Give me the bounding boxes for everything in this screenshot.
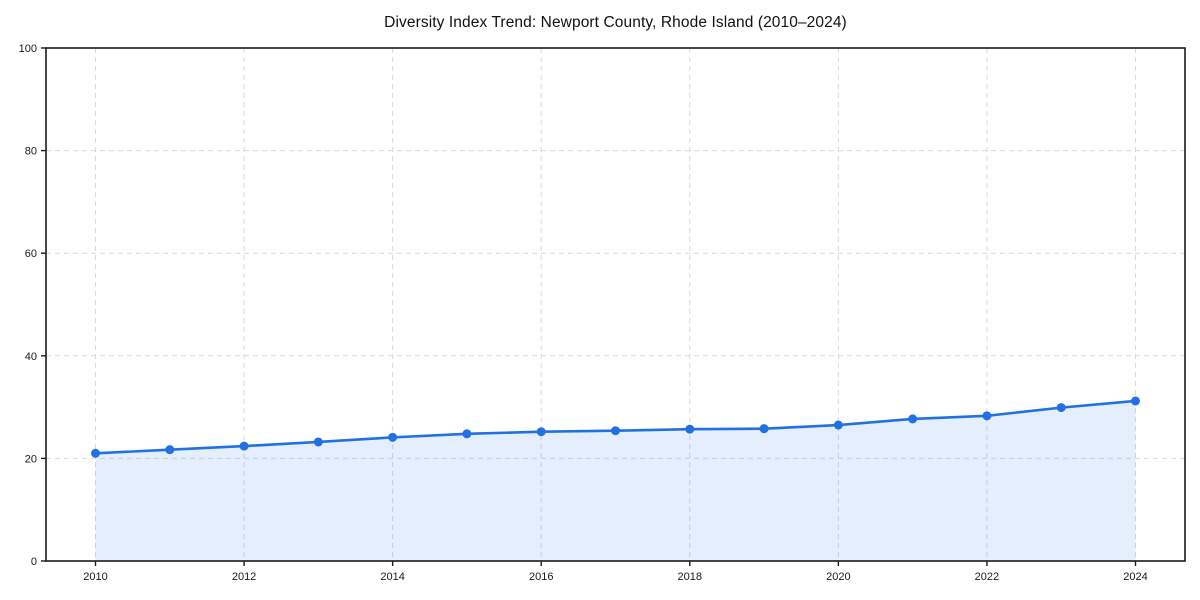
x-tick-label: 2016 [529, 571, 553, 583]
y-tick-label: 20 [25, 453, 37, 465]
x-tick-label: 2014 [380, 571, 404, 583]
plot-border [45, 47, 1186, 562]
data-point [759, 424, 769, 434]
data-point [908, 414, 918, 424]
y-tick-label: 0 [31, 556, 37, 568]
x-tick-label: 2012 [232, 571, 256, 583]
data-point [685, 424, 695, 434]
data-point [388, 432, 398, 442]
data-point [536, 427, 546, 437]
data-point [91, 448, 100, 458]
data-point [1056, 403, 1066, 413]
data-point [239, 441, 249, 451]
y-tick-label: 100 [19, 43, 37, 55]
y-tick-label: 40 [25, 351, 37, 363]
data-point [833, 420, 843, 430]
data-point [1131, 396, 1140, 406]
data-point [313, 437, 323, 447]
x-tick-label: 2018 [678, 571, 702, 583]
data-point [165, 445, 175, 455]
x-tick-label: 2022 [975, 571, 999, 583]
data-point [982, 411, 992, 421]
y-tick-label: 60 [25, 248, 37, 260]
x-tick-label: 2020 [826, 571, 850, 583]
x-tick-label: 2010 [83, 571, 107, 583]
chart-title: Diversity Index Trend: Newport County, R… [384, 14, 847, 31]
x-tick-label: 2024 [1123, 571, 1147, 583]
data-point [462, 429, 472, 439]
area-fill [95, 400, 1136, 561]
y-tick-label: 80 [25, 146, 37, 158]
data-point [611, 426, 620, 436]
